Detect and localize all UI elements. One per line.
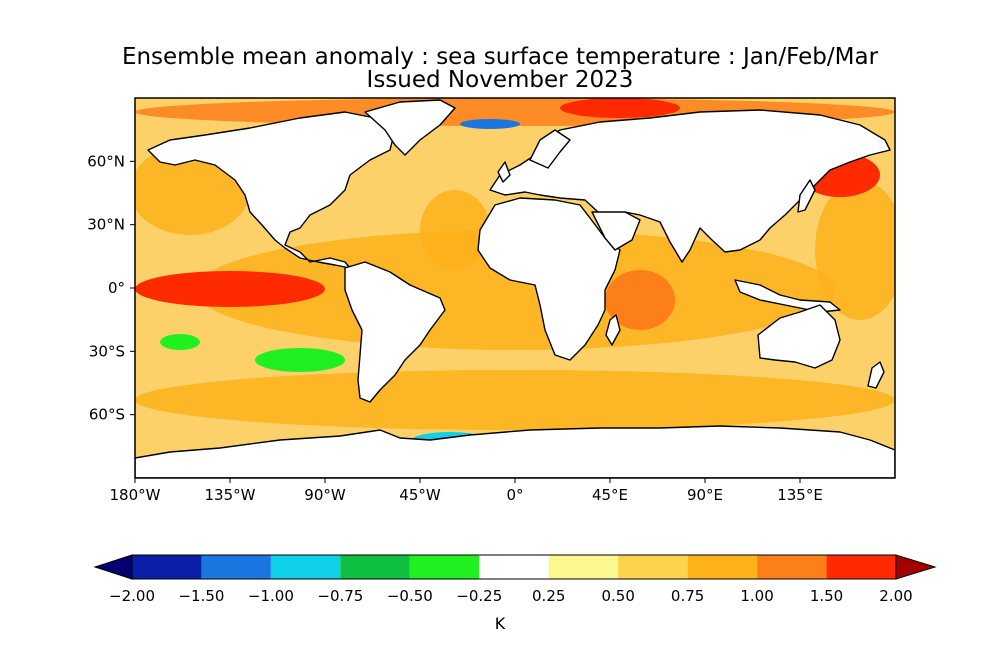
lon-tick-label: 90°E (687, 486, 723, 504)
japan-land (797, 179, 816, 213)
barents-sea-warm (560, 98, 680, 118)
colorbar-tick-label: 0.75 (671, 587, 704, 605)
colorbar-bin (409, 555, 480, 579)
colorbar-tick-label: −1.50 (178, 587, 224, 605)
colorbar-bin (618, 555, 688, 579)
lon-tick-label: 180°W (110, 486, 161, 504)
antarctica-land (135, 425, 895, 478)
scandinavia-land (529, 129, 571, 169)
lat-tick-label: 30°S (89, 342, 125, 360)
land-masses (135, 99, 895, 478)
arabia-land (591, 211, 641, 251)
anomaly-band-5 (815, 180, 895, 320)
colorbar-bin (479, 555, 549, 579)
southwest-pacific-cool (160, 334, 200, 350)
chart-title: Ensemble mean anomaly : sea surface temp… (121, 44, 879, 70)
africa-land (477, 197, 621, 361)
colorbar-over-extension (895, 554, 937, 580)
uk-land (497, 161, 511, 183)
lat-tick-label: 0° (108, 279, 125, 297)
greenland-land (364, 99, 456, 156)
colorbar-bin (548, 555, 619, 579)
anomaly-band-1 (195, 230, 835, 350)
indonesia-land (734, 279, 841, 313)
colorbar-tick-label: 1.00 (740, 587, 773, 605)
lon-tick-label: 0° (506, 486, 523, 504)
lon-tick-label: 90°W (304, 486, 346, 504)
colorbar-under-extension (93, 554, 133, 580)
longitude-axis: 180°W 135°W 90°W 45°W 0° 45°E 90°E 135°E (110, 478, 823, 504)
chart-subtitle: Issued November 2023 (366, 67, 634, 93)
colorbar-tick-label: 1.50 (810, 587, 843, 605)
colorbar-frame (131, 554, 897, 580)
anomaly-band-2 (135, 370, 895, 430)
lat-tick-label: 60°N (87, 152, 125, 170)
colorbar-tick-label: −1.00 (248, 587, 294, 605)
colorbar-bin (826, 555, 896, 579)
western-indian-ocean-warm (605, 270, 675, 330)
south-america-land (344, 261, 446, 403)
colorbar-bin (687, 555, 758, 579)
colorbar-bin (132, 555, 202, 579)
lon-tick-label: 135°W (205, 486, 256, 504)
colorbar-bin (270, 555, 341, 579)
colorbar-bin (340, 555, 410, 579)
madagascar-land (605, 314, 621, 346)
colorbar-tick-label: 2.00 (879, 587, 912, 605)
new-zealand-land (867, 361, 885, 389)
lon-tick-label: 45°W (399, 486, 441, 504)
eastern-equatorial-pacific-warm (135, 271, 325, 307)
colorbar-tick-label: −0.50 (387, 587, 433, 605)
lon-tick-label: 45°E (592, 486, 628, 504)
colorbar-tick-label: −2.00 (109, 587, 155, 605)
colorbar-units-label: K (494, 614, 506, 633)
colorbar-tick-label: −0.75 (317, 587, 363, 605)
colorbar-tick-label: −0.25 (456, 587, 502, 605)
anomaly-band-6 (420, 190, 490, 270)
latitude-axis: 60°N 30°N 0° 30°S 60°S (87, 152, 135, 424)
greenland-sea-cool (460, 119, 520, 129)
colorbar-tick-label: 0.50 (601, 587, 634, 605)
anomaly-field (135, 98, 895, 478)
lat-tick-label: 30°N (87, 216, 125, 234)
lat-tick-label: 60°S (89, 406, 125, 424)
southeast-pacific-cool (255, 348, 345, 372)
colorbar-tick-label: 0.25 (532, 587, 565, 605)
lon-tick-label: 135°E (777, 486, 823, 504)
colorbar-bin (757, 555, 827, 579)
colorbar-bin (201, 555, 271, 579)
colorbar: −2.00 −1.50 −1.00 −0.75 −0.50 −0.25 0.25 0.50 0.… (93, 554, 937, 605)
australia-land (757, 304, 841, 369)
